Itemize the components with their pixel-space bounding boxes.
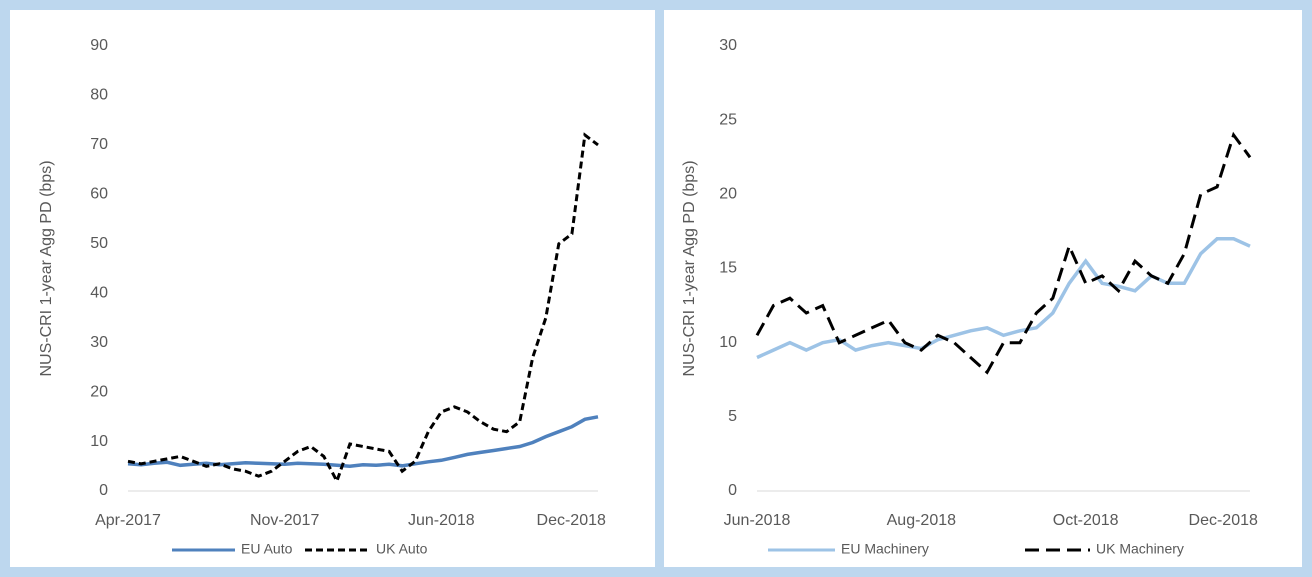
data-line xyxy=(755,131,1252,375)
y-axis-label: NUS-CRI 1-year Agg PD (bps) xyxy=(681,160,698,376)
x-tick-label: Apr-2017 xyxy=(95,512,161,529)
legend-text: UK Machinery xyxy=(1096,541,1184,557)
x-tick-label: Oct-2018 xyxy=(1053,512,1119,529)
y-tick-label: 90 xyxy=(90,37,108,54)
y-tick-label: 15 xyxy=(719,260,737,277)
x-tick-label: Jun-2018 xyxy=(408,512,475,529)
x-tick-label: Dec-2018 xyxy=(537,512,606,529)
data-line xyxy=(127,132,599,485)
legend-text: EU Machinery xyxy=(841,541,929,557)
x-tick-label: Aug-2018 xyxy=(887,512,956,529)
y-tick-label: 0 xyxy=(99,482,108,499)
x-tick-label: Nov-2017 xyxy=(250,512,319,529)
y-tick-label: 30 xyxy=(719,37,737,54)
legend-text: UK Auto xyxy=(376,541,428,557)
y-tick-label: 20 xyxy=(719,186,737,203)
y-tick-label: 40 xyxy=(90,284,108,301)
y-tick-label: 10 xyxy=(719,334,737,351)
y-tick-label: 30 xyxy=(90,334,108,351)
x-tick-label: Jun-2018 xyxy=(724,512,791,529)
y-tick-label: 20 xyxy=(90,383,108,400)
y-tick-label: 25 xyxy=(719,111,737,128)
legend-text: EU Auto xyxy=(241,541,293,557)
y-tick-label: 0 xyxy=(728,482,737,499)
data-line xyxy=(127,415,599,469)
panel xyxy=(664,10,1302,567)
y-tick-label: 70 xyxy=(90,136,108,153)
x-tick-label: Dec-2018 xyxy=(1189,512,1258,529)
y-tick-label: 10 xyxy=(90,433,108,450)
y-tick-label: 60 xyxy=(90,186,108,203)
y-tick-label: 80 xyxy=(90,87,108,104)
y-tick-label: 50 xyxy=(90,235,108,252)
y-tick-label: 5 xyxy=(728,408,737,425)
y-axis-label: NUS-CRI 1-year Agg PD (bps) xyxy=(38,160,55,376)
